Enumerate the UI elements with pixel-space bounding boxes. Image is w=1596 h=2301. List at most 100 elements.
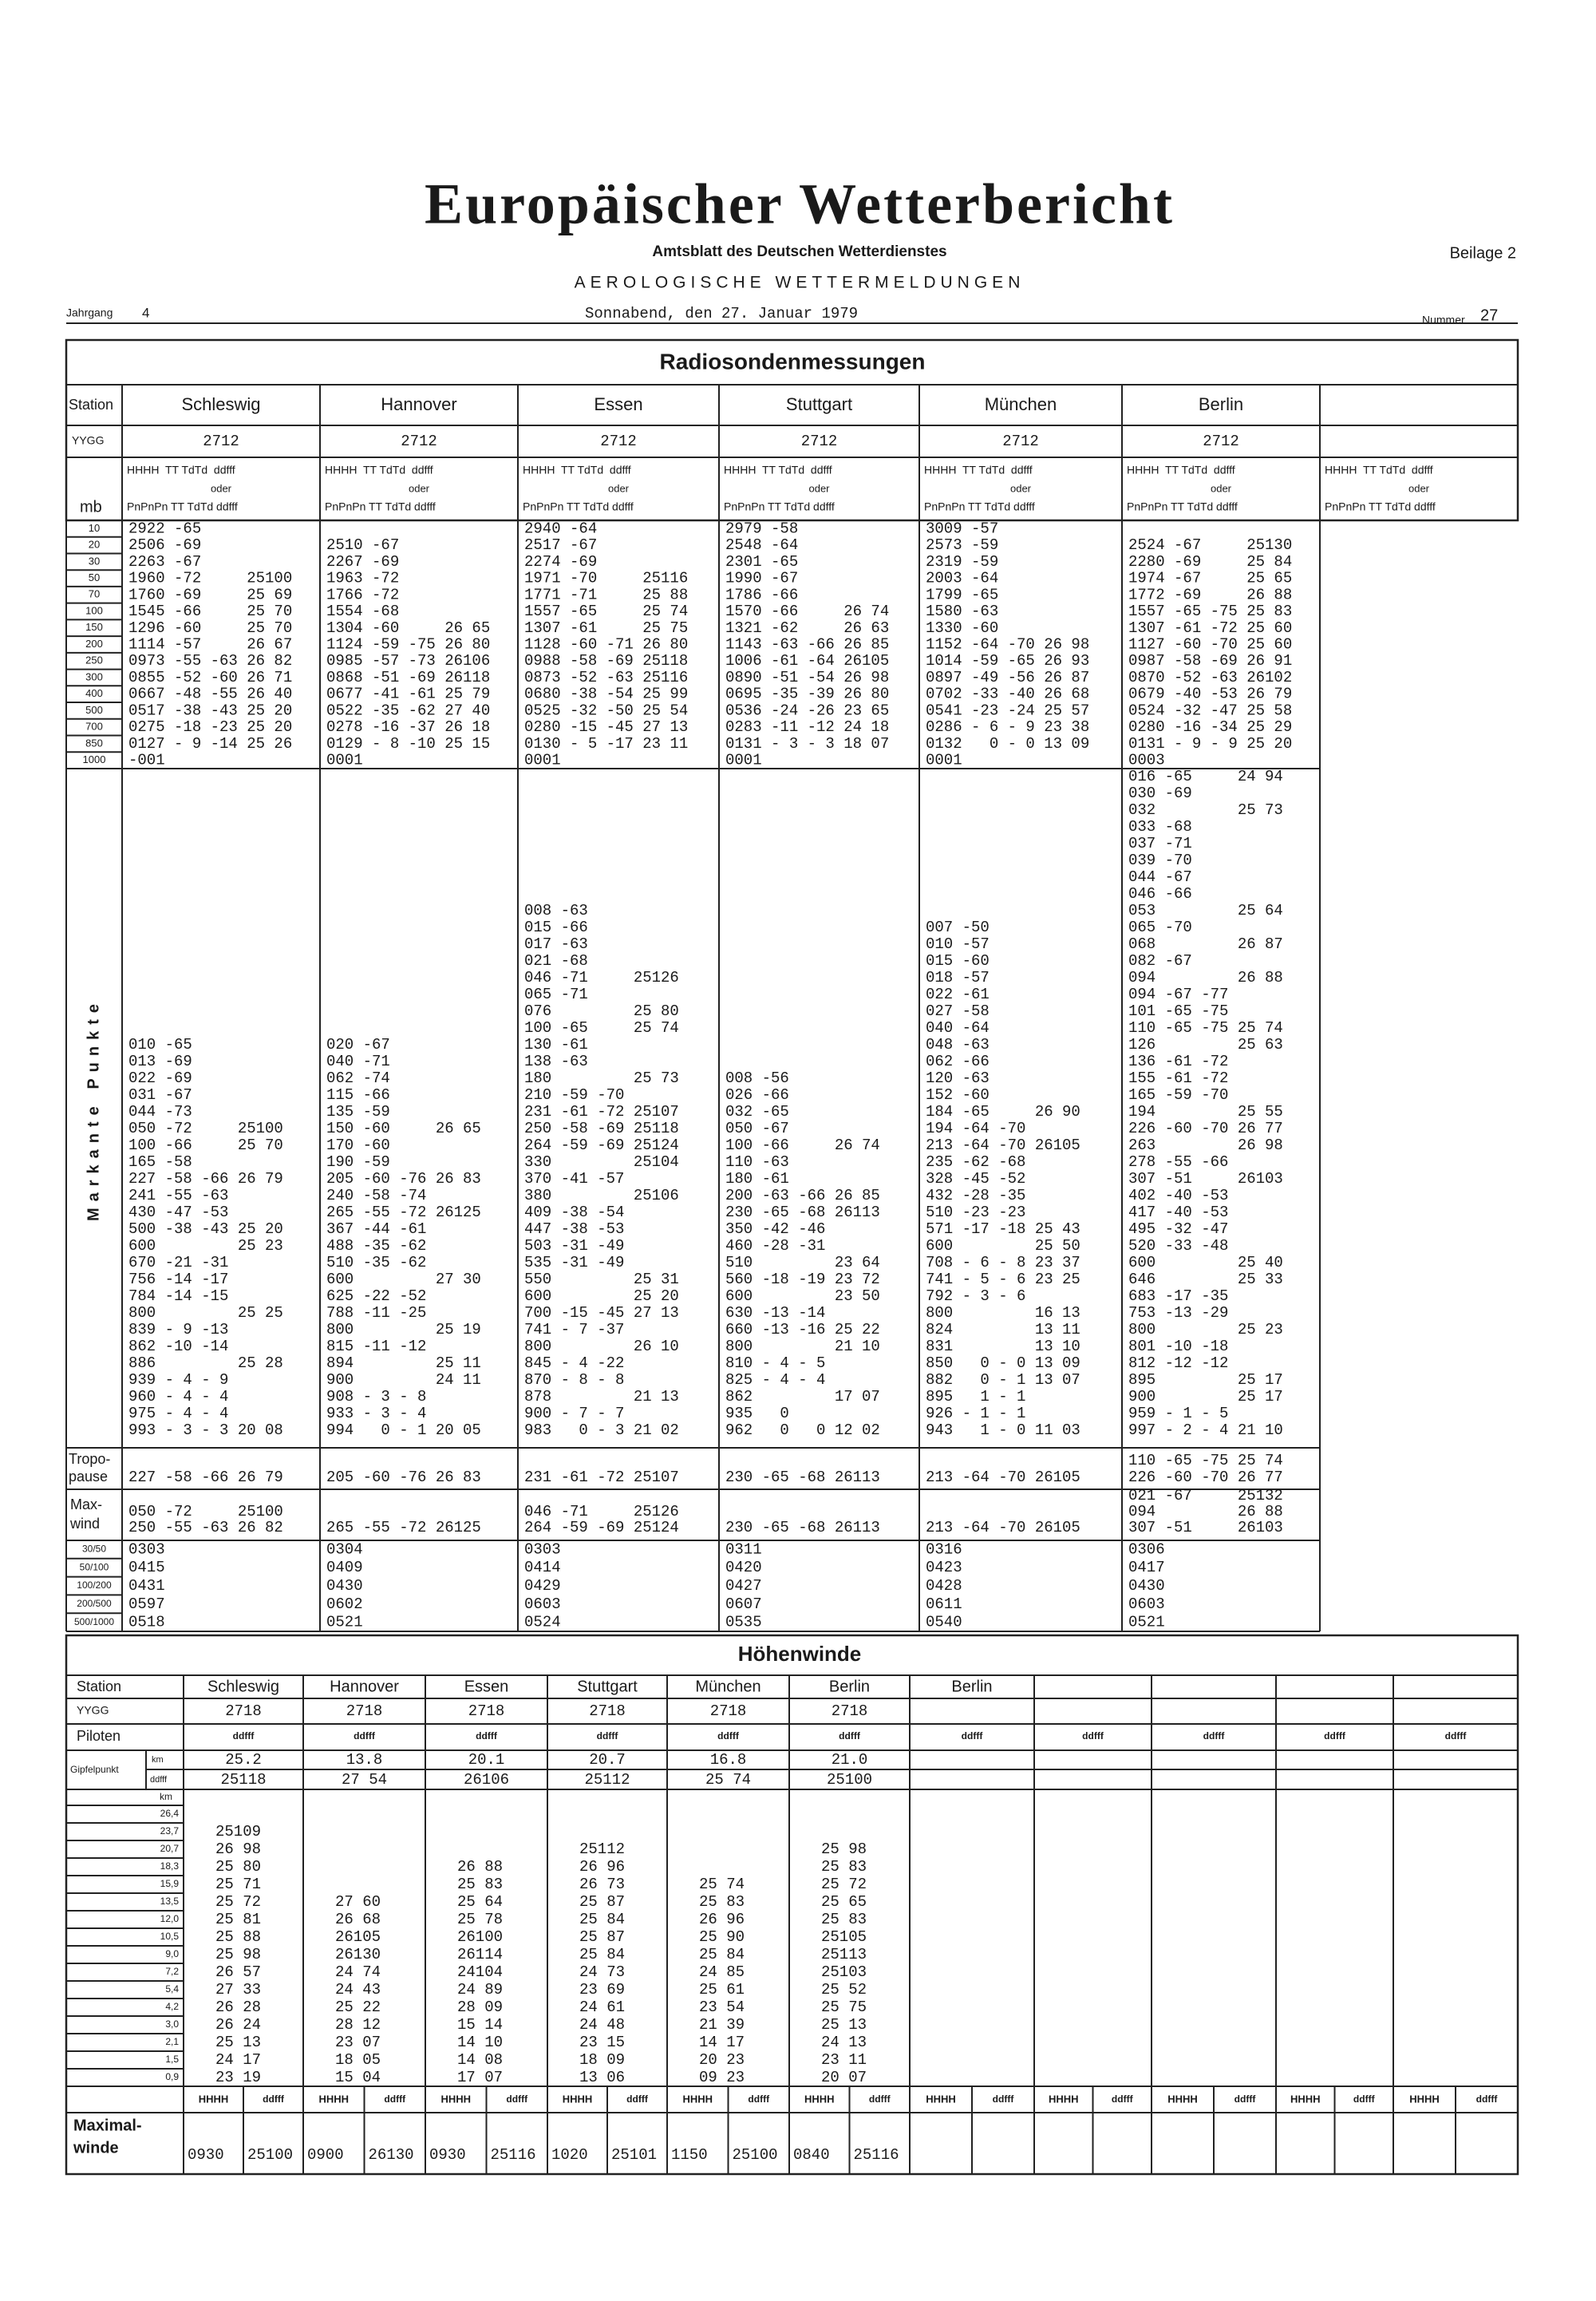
row-label: km [152,1755,164,1765]
significant-point: 432 -28 -35 [926,1187,1025,1204]
date: Sonnabend, den 27. Januar 1979 [585,305,858,322]
significant-point: 600 25 50 [926,1237,1080,1255]
standard-level: 0680 -38 -54 25 99 [524,686,688,703]
station-name: Berlin [951,1678,992,1695]
standard-level: 0278 -16 -37 26 18 [326,718,490,736]
max-wind: 250 -55 -63 26 82 [128,1519,283,1536]
standard-level: 0003 [1128,752,1165,769]
yygg: 2718 [589,1702,626,1720]
height-wind: 26 73 [579,1876,625,1893]
height-wind: 25 61 [699,1981,745,1999]
significant-point: 908 - 3 - 8 [326,1388,426,1406]
standard-level: 0870 -52 -63 26102 [1128,669,1292,686]
height-wind: 18 05 [335,2051,381,2069]
tropopause: 213 -64 -70 26105 [926,1469,1080,1486]
significant-point: 367 -44 -61 [326,1220,426,1238]
max-wind-value: 25116 [491,2146,536,2164]
wind-shear: 0427 [725,1577,762,1595]
significant-point: 110 -65 -75 25 74 [1128,1019,1283,1037]
yygg: 2712 [401,433,437,450]
significant-point: 241 -55 -63 [128,1187,228,1204]
max-wind: 307 -51 26103 [1128,1519,1283,1536]
column-header: ddfff [1445,1730,1468,1742]
station-name: Schleswig [207,1678,279,1695]
height-wind: 17 07 [457,2069,503,2086]
height-wind: 25 98 [215,1946,261,1963]
height-wind: 26 96 [699,1911,745,1928]
row-label: ddfff [150,1775,168,1785]
column-header: HHHH TT TdTd ddfff [924,464,1033,476]
column-header: HHHH [440,2093,471,2105]
column-header: ddfff [1235,2093,1257,2105]
significant-point: 026 -66 [725,1086,789,1104]
column-header: PnPnPn TT TdTd ddfff [325,500,436,513]
wind-shear: 0316 [926,1540,962,1558]
height-wind: 09 23 [699,2069,745,2086]
wind-shear: 0303 [524,1540,561,1558]
height-label: 4,2 [165,2001,179,2012]
height-wind: 15 14 [457,2016,503,2034]
height-wind: 25 80 [215,1858,261,1876]
significant-point: 983 0 - 3 21 02 [524,1421,679,1439]
standard-level: 1771 -71 25 88 [524,586,688,603]
standard-level: 1786 -66 [725,586,798,603]
height-wind: 25 84 [579,1911,625,1928]
significant-point: 046 -71 25126 [524,969,679,986]
height-wind: 25105 [821,1928,867,1946]
height-wind: 23 69 [579,1981,625,1999]
column-header: ddfff [748,2093,770,2105]
standard-level: 2319 -59 [926,553,998,571]
height-wind: 24104 [457,1963,503,1981]
standard-level: 2510 -67 [326,536,399,554]
significant-point: 040 -71 [326,1053,390,1070]
height-wind: 25 72 [821,1876,867,1893]
standard-level: 2274 -69 [524,553,597,571]
column-header: HHHH TT TdTd ddfff [127,464,235,476]
standard-level: 0132 0 - 0 13 09 [926,735,1089,753]
significant-point: 510 -35 -62 [326,1254,426,1271]
standard-level: 0522 -35 -62 27 40 [326,702,490,719]
standard-level: 0702 -33 -40 26 68 [926,686,1089,703]
standard-level: 1307 -61 25 75 [524,619,688,637]
significant-point: 756 -14 -17 [128,1271,228,1288]
section: AEROLOGISCHE WETTERMELDUNGEN [575,274,1025,292]
standard-level: 1006 -61 -64 26105 [725,652,889,670]
significant-point: 862 -10 -14 [128,1338,228,1355]
wind-shear: 0521 [1128,1614,1165,1631]
column-header: ddfff [1476,2093,1499,2105]
height-wind: 25 98 [821,1840,867,1858]
significant-point: 788 -11 -25 [326,1304,426,1322]
max-wind: 230 -65 -68 26113 [725,1519,880,1536]
summit-height: 13.8 [346,1751,383,1769]
significant-point: 037 -71 [1128,835,1192,852]
significant-point: 815 -11 -12 [326,1338,426,1355]
column-header: HHHH [199,2093,229,2105]
summit-wind: 25 74 [705,1771,751,1789]
standard-level: 1760 -69 25 69 [128,586,292,603]
height-wind: 20 07 [821,2069,867,2086]
level-label: 700 [85,721,103,733]
height-wind: 28 09 [457,1999,503,2016]
height-label: 0,9 [165,2071,179,2082]
station-name: Hannover [330,1678,399,1695]
significant-point: 013 -69 [128,1053,192,1070]
significant-point: 801 -10 -18 [1128,1338,1228,1355]
standard-level: 1304 -60 26 65 [326,619,490,637]
standard-level: 0868 -51 -69 26118 [326,669,490,686]
height-wind: 25 83 [457,1876,503,1893]
significant-point: 170 -60 [326,1137,390,1154]
height-wind: 25 87 [579,1893,625,1911]
significant-point: 625 -22 -52 [326,1287,426,1305]
column-header: ddfff [717,1730,740,1742]
column-header: HHHH [1167,2093,1198,2105]
significant-point: 900 25 17 [1128,1388,1283,1406]
standard-level: 0131 - 9 - 9 25 20 [1128,735,1292,753]
significant-point: 053 25 64 [1128,902,1283,919]
column-header: ddfff [869,2093,891,2105]
max-wind: 021 -67 25132 [1128,1487,1283,1504]
significant-point: 845 - 4 -22 [524,1354,624,1372]
significant-point: 200 -63 -66 26 85 [725,1187,880,1204]
wind-shear: 0602 [326,1595,363,1613]
max-wind-height: 1150 [671,2146,708,2164]
